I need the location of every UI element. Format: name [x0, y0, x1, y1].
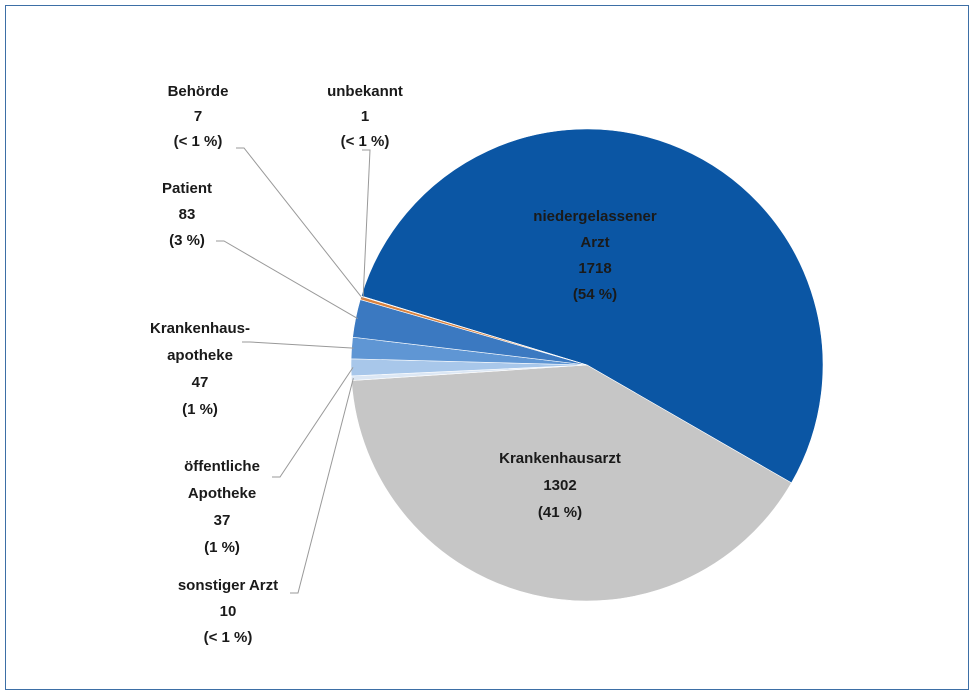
slice-label: Krankenhaus-apotheke 47 (1 %)	[150, 320, 250, 418]
value-label: 1	[361, 108, 369, 125]
category-label: Krankenhausarzt	[499, 450, 621, 467]
category-line: öffentliche	[184, 458, 260, 475]
slice-label: sonstiger Arzt 10 (< 1 %)	[178, 577, 278, 646]
percent-label: (41 %)	[538, 504, 582, 521]
leader-line	[272, 367, 354, 478]
value-label: 10	[220, 603, 237, 620]
category-label: Patient	[162, 180, 212, 197]
category-line: Apotheke	[188, 485, 256, 502]
category-line: Arzt	[580, 234, 609, 251]
pie-slice	[360, 128, 824, 484]
pie-slice	[360, 295, 588, 366]
value-label: 83	[179, 206, 196, 223]
percent-label: (1 %)	[182, 401, 218, 418]
category-line: niedergelassener	[533, 208, 657, 225]
category-line: Krankenhausarzt	[499, 450, 621, 467]
category-line: apotheke	[167, 347, 233, 364]
value-label: 37	[214, 512, 231, 529]
percent-label: (< 1 %)	[174, 133, 223, 150]
slice-label: Krankenhausarzt 1302 (41 %)	[499, 450, 621, 521]
leader-line	[362, 149, 371, 297]
percent-label: (3 %)	[169, 232, 205, 249]
category-line: Behörde	[168, 83, 229, 100]
category-label: öffentliche Apotheke	[184, 458, 260, 502]
percent-label: (< 1 %)	[204, 629, 253, 646]
slice-label: Patient 83 (3 %)	[162, 180, 212, 249]
category-label: sonstiger Arzt	[178, 577, 278, 594]
percent-label: (54 %)	[573, 286, 617, 303]
value-label: 7	[194, 108, 202, 125]
slice-label: Behörde 7 (< 1 %)	[168, 83, 229, 150]
value-label: 1302	[543, 477, 576, 494]
slice-label: öffentliche Apotheke 37 (1 %)	[184, 458, 260, 556]
leader-line	[290, 378, 354, 594]
category-label: unbekannt	[327, 83, 403, 100]
frame	[5, 5, 969, 690]
slice-label: unbekannt 1 (< 1 %)	[327, 83, 403, 150]
value-label: 47	[192, 374, 209, 391]
slice-label: niedergelassener Arzt 1718 (54 %)	[533, 208, 657, 303]
leader-line	[242, 341, 354, 349]
percent-label: (1 %)	[204, 539, 240, 556]
category-line: sonstiger Arzt	[178, 577, 278, 594]
value-label: 1718	[578, 260, 611, 277]
category-label: niedergelassener Arzt	[533, 208, 657, 251]
category-label: Behörde	[168, 83, 229, 100]
category-line: Krankenhaus-	[150, 320, 250, 337]
pie-slice	[351, 364, 792, 602]
percent-label: (< 1 %)	[341, 133, 390, 150]
leader-line	[216, 240, 358, 320]
category-line: Patient	[162, 180, 212, 197]
category-line: unbekannt	[327, 83, 403, 100]
leader-line	[236, 147, 364, 299]
category-label: Krankenhaus-apotheke	[150, 320, 250, 364]
